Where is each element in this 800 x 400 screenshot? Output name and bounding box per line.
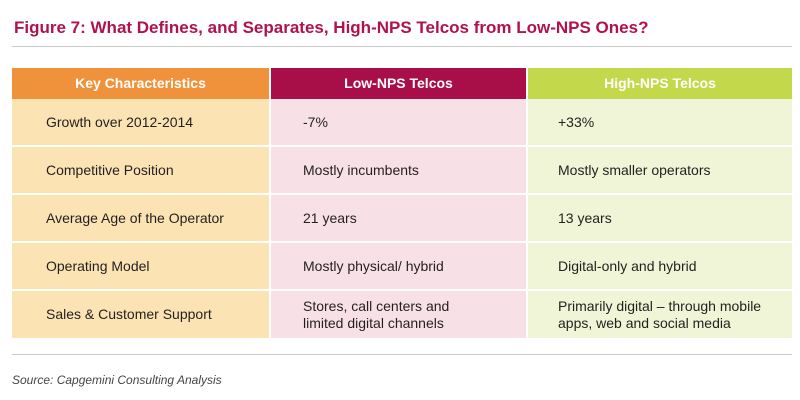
high-nps-average-age: 13 years [528,195,792,243]
row-label-operating-model: Operating Model [12,243,269,291]
row-label-growth: Growth over 2012-2014 [12,99,269,147]
source-note: Source: Capgemini Consulting Analysis [12,373,222,387]
low-nps-sales-support: Stores, call centers and limited digital… [269,291,528,338]
header-high-nps: High-NPS Telcos [528,68,792,99]
row-label-sales-support: Sales & Customer Support [12,291,269,338]
low-nps-operating-model: Mostly physical/ hybrid [269,243,528,291]
high-nps-sales-support: Primarily digital – through mobile apps,… [528,291,792,338]
low-nps-average-age: 21 years [269,195,528,243]
row-label-competitive-position: Competitive Position [12,147,269,195]
header-low-nps: Low-NPS Telcos [269,68,528,99]
low-nps-competitive-position: Mostly incumbents [269,147,528,195]
low-nps-growth: -7% [269,99,528,147]
high-nps-operating-model: Digital-only and hybrid [528,243,792,291]
high-nps-growth: +33% [528,99,792,147]
high-nps-competitive-position: Mostly smaller operators [528,147,792,195]
comparison-table: Key Characteristics Low-NPS Telcos High-… [12,68,792,338]
bottom-divider [12,354,792,355]
title-divider [12,46,792,47]
header-key-characteristics: Key Characteristics [12,68,269,99]
row-label-average-age: Average Age of the Operator [12,195,269,243]
figure-title: Figure 7: What Defines, and Separates, H… [14,18,649,37]
